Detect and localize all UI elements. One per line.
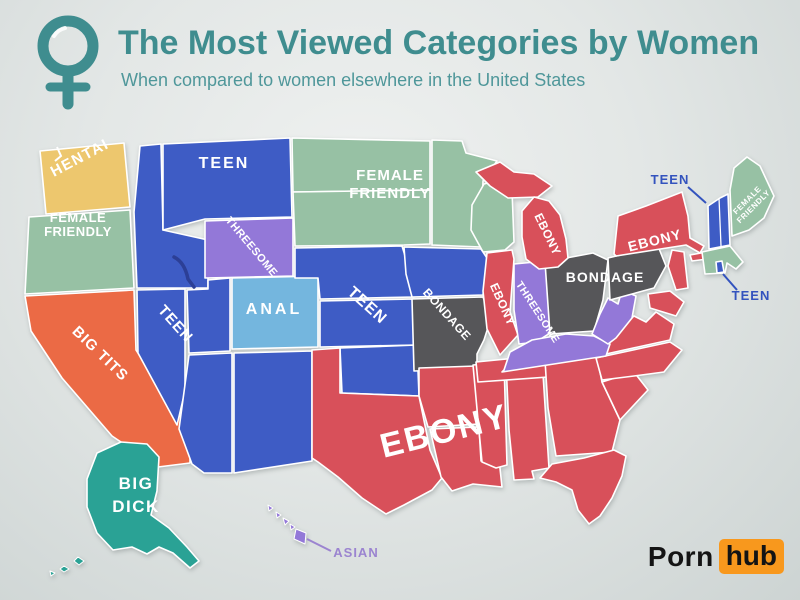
state-nevada xyxy=(136,288,186,426)
river-mark xyxy=(172,255,196,289)
map-label-anal: ANAL xyxy=(246,301,302,318)
state-washington xyxy=(39,142,131,215)
callout-label-asian: ASIAN xyxy=(333,545,378,560)
vermont-new-hampshire-border xyxy=(718,197,722,247)
page-title: The Most Viewed Categories by Women xyxy=(118,24,760,62)
hawaii-islands xyxy=(267,504,307,545)
state-california xyxy=(24,289,191,468)
state-florida xyxy=(539,449,627,525)
states-group xyxy=(24,137,775,577)
state-new-jersey xyxy=(667,249,689,291)
state-colorado xyxy=(231,275,319,350)
callouts-group: TEEN TEEN ASIAN xyxy=(306,172,771,560)
state-maryland-delaware xyxy=(647,290,685,317)
callout-line-teen xyxy=(687,186,707,204)
state-michigan xyxy=(521,196,569,270)
state-nebraska xyxy=(294,245,415,300)
state-vermont-new-hampshire xyxy=(707,193,731,250)
state-south-dakota xyxy=(292,189,431,247)
state-maine xyxy=(729,156,775,237)
page-subtitle: When compared to women elsewhere in the … xyxy=(121,70,586,90)
map-label-big-dick: BIG DICK xyxy=(112,474,160,516)
state-oregon xyxy=(24,209,135,295)
map-label-bondage: BONDAGE xyxy=(566,269,645,285)
state-arkansas xyxy=(418,365,480,428)
map-label-teen: TEEN xyxy=(199,155,250,172)
michigan-upper-peninsula xyxy=(475,161,553,199)
callout-line-asian xyxy=(306,538,332,552)
female-symbol-icon xyxy=(37,15,99,110)
state-rhode-island xyxy=(715,260,725,274)
state-arizona xyxy=(178,352,233,474)
state-new-york xyxy=(613,191,705,257)
logo-text-hub: hub xyxy=(718,539,784,574)
pornhub-logo: Porn hub xyxy=(648,539,784,574)
state-idaho xyxy=(133,143,209,289)
state-ohio xyxy=(544,252,609,335)
callout-label-teen: TEEN xyxy=(651,172,690,187)
aleutian-islands xyxy=(49,556,85,577)
header: The Most Viewed Categories by Women When… xyxy=(0,0,800,118)
state-alaska xyxy=(86,441,200,569)
puget-sound-mark xyxy=(54,146,63,162)
state-new-mexico xyxy=(233,350,313,474)
state-massachusetts-connecticut xyxy=(701,245,744,275)
callout-label-teen: TEEN xyxy=(732,288,771,303)
state-iowa xyxy=(403,246,488,298)
state-north-carolina xyxy=(595,341,683,381)
logo-text-porn: Porn xyxy=(647,540,714,572)
state-texas xyxy=(311,347,443,515)
callout-line-teen xyxy=(722,273,738,291)
state-montana xyxy=(162,137,293,231)
state-utah xyxy=(186,277,231,354)
state-oklahoma xyxy=(339,344,420,397)
